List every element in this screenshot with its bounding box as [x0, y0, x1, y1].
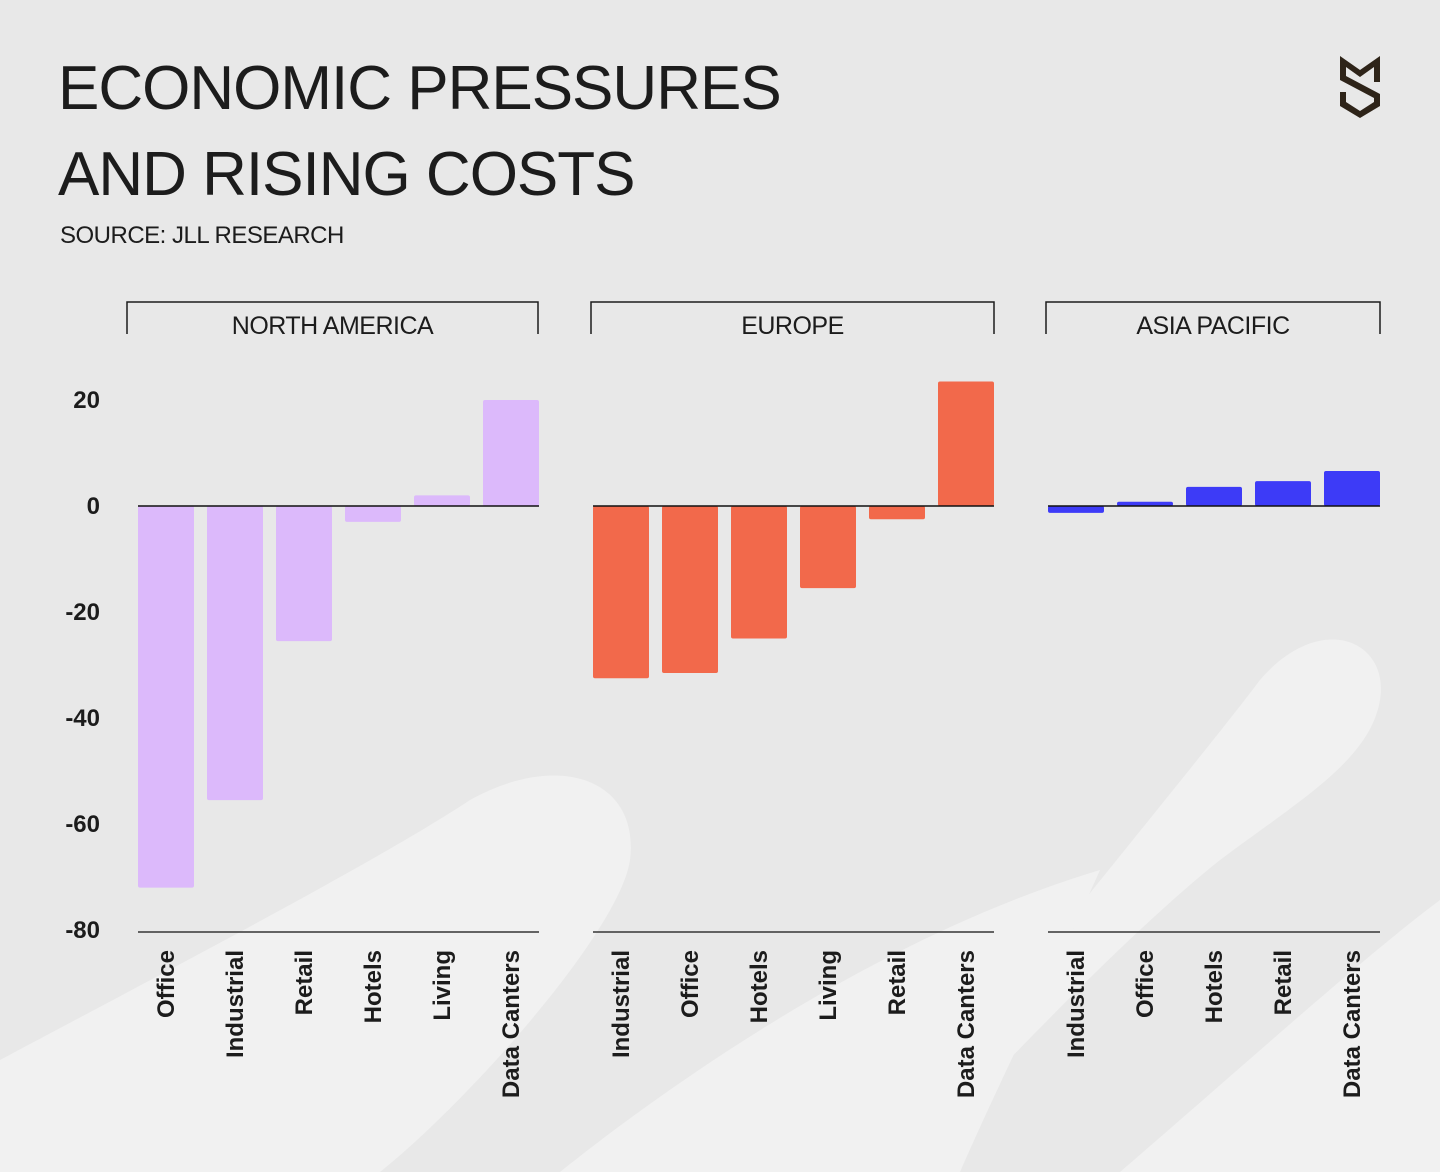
- panel-header-bracket: [1045, 301, 1381, 334]
- bar: [1048, 506, 1104, 513]
- bar: [207, 506, 263, 801]
- bar: [1324, 471, 1380, 506]
- x-tick-label: Retail: [884, 950, 911, 1015]
- panel-north-america: NORTH AMERICA Office Industrial Retail Hotel…: [126, 301, 539, 1098]
- x-tick-label: Office: [677, 950, 704, 1018]
- y-tick-label: 0: [87, 493, 100, 520]
- y-tick-label: 20: [73, 387, 100, 414]
- x-tick-label: Office: [153, 950, 180, 1018]
- bar: [138, 506, 194, 888]
- panel-title: EUROPE: [741, 312, 844, 340]
- x-tick-label: Hotels: [1201, 950, 1228, 1023]
- bar: [1186, 486, 1242, 506]
- x-tick-label: Retail: [1270, 950, 1297, 1015]
- source-note: SOURCE: JLL RESEARCH: [60, 222, 344, 249]
- panel-title: NORTH AMERICA: [232, 312, 434, 340]
- x-tick-label: Living: [815, 950, 842, 1021]
- bar: [869, 506, 925, 520]
- y-tick-label: -60: [65, 811, 100, 838]
- bar: [483, 400, 539, 506]
- x-tick-label: Data Canters: [953, 950, 980, 1098]
- bar: [414, 495, 470, 506]
- s-shield-logo-icon: [1340, 56, 1380, 118]
- panel-title: ASIA PACIFIC: [1136, 312, 1290, 340]
- bar: [345, 506, 401, 522]
- bar: [593, 506, 649, 679]
- title-line: ECONOMIC PRESSURES: [58, 54, 782, 123]
- y-tick-label: -40: [65, 705, 100, 732]
- y-tick-label: -80: [65, 917, 100, 944]
- bar: [1255, 481, 1311, 506]
- panel-header-bracket: [126, 301, 539, 334]
- bar: [800, 506, 856, 589]
- title-line: AND RISING COSTS: [58, 140, 636, 209]
- x-tick-label: Industrial: [1063, 950, 1090, 1058]
- x-tick-label: Data Canters: [1339, 950, 1366, 1098]
- panel-europe: EUROPE Industrial Office Hotels Living Retail…: [590, 301, 995, 1098]
- x-tick-label: Industrial: [222, 950, 249, 1058]
- x-tick-label: Hotels: [746, 950, 773, 1023]
- panel-header-bracket: [590, 301, 995, 334]
- background-swoosh: [0, 639, 1440, 1172]
- y-tick-label: -20: [65, 599, 100, 626]
- x-tick-label: Retail: [291, 950, 318, 1015]
- x-tick-label: Living: [429, 950, 456, 1021]
- bar: [662, 506, 718, 673]
- bar: [938, 381, 994, 506]
- chart-title: ECONOMIC PRESSURES AND RISING COSTS: [58, 46, 782, 218]
- x-tick-label: Office: [1132, 950, 1159, 1018]
- x-tick-label: Hotels: [360, 950, 387, 1023]
- x-tick-label: Industrial: [608, 950, 635, 1058]
- panel-asia-pacific: ASIA PACIFIC Industrial Office Hotels Retail…: [1045, 301, 1381, 1098]
- bar: [1117, 501, 1173, 506]
- bar: [276, 506, 332, 642]
- bar: [731, 506, 787, 639]
- x-tick-label: Data Canters: [498, 950, 525, 1098]
